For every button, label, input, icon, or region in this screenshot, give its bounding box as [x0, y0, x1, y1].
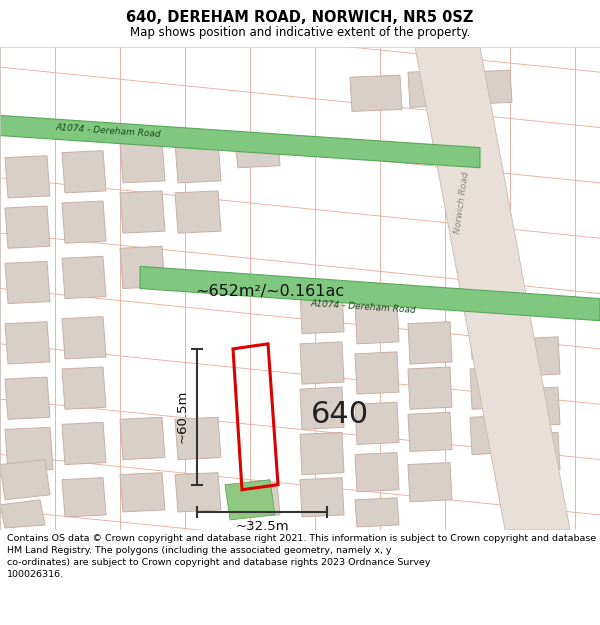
Polygon shape	[5, 261, 50, 304]
Polygon shape	[470, 415, 512, 454]
Polygon shape	[300, 291, 344, 334]
Polygon shape	[355, 352, 399, 394]
Polygon shape	[5, 206, 50, 248]
Text: Contains OS data © Crown copyright and database right 2021. This information is : Contains OS data © Crown copyright and d…	[7, 534, 600, 579]
Text: A1074 - Dereham Road: A1074 - Dereham Road	[310, 299, 416, 314]
Polygon shape	[300, 342, 344, 384]
Polygon shape	[62, 151, 106, 193]
Polygon shape	[225, 480, 275, 520]
Polygon shape	[470, 317, 512, 359]
Polygon shape	[62, 478, 106, 517]
Polygon shape	[470, 367, 512, 409]
Polygon shape	[175, 141, 221, 183]
Polygon shape	[120, 191, 165, 233]
Polygon shape	[520, 337, 560, 376]
Polygon shape	[62, 422, 106, 464]
Polygon shape	[408, 367, 452, 409]
Polygon shape	[120, 418, 165, 459]
Text: 640, DEREHAM ROAD, NORWICH, NR5 0SZ: 640, DEREHAM ROAD, NORWICH, NR5 0SZ	[127, 11, 473, 26]
Polygon shape	[62, 256, 106, 299]
Polygon shape	[408, 412, 452, 451]
Polygon shape	[175, 191, 221, 233]
Polygon shape	[235, 482, 280, 517]
Polygon shape	[350, 75, 402, 111]
Text: A1074 - Dereham Road: A1074 - Dereham Road	[55, 122, 161, 139]
Polygon shape	[355, 452, 399, 492]
Polygon shape	[355, 302, 399, 344]
Polygon shape	[300, 387, 344, 429]
Polygon shape	[355, 498, 399, 527]
Polygon shape	[300, 432, 344, 474]
Polygon shape	[520, 432, 560, 472]
Polygon shape	[62, 317, 106, 359]
Text: ~32.5m: ~32.5m	[235, 520, 289, 533]
Polygon shape	[415, 47, 570, 530]
Polygon shape	[520, 387, 560, 426]
Polygon shape	[465, 70, 512, 104]
Polygon shape	[408, 322, 452, 364]
Polygon shape	[62, 201, 106, 243]
Text: Norwich Road: Norwich Road	[453, 171, 471, 234]
Polygon shape	[120, 141, 165, 183]
Polygon shape	[0, 500, 45, 528]
Polygon shape	[408, 462, 452, 502]
Polygon shape	[0, 459, 50, 500]
Polygon shape	[120, 472, 165, 512]
Polygon shape	[62, 367, 106, 409]
Text: ~652m²/~0.161ac: ~652m²/~0.161ac	[196, 284, 344, 299]
Polygon shape	[175, 472, 221, 512]
Polygon shape	[5, 156, 50, 198]
Text: ~60.5m: ~60.5m	[176, 390, 189, 444]
Text: Map shows position and indicative extent of the property.: Map shows position and indicative extent…	[130, 26, 470, 39]
Polygon shape	[140, 266, 600, 321]
Polygon shape	[235, 141, 280, 168]
Polygon shape	[5, 377, 50, 419]
Polygon shape	[5, 322, 50, 364]
Polygon shape	[120, 246, 165, 289]
Text: 640: 640	[311, 400, 369, 429]
Polygon shape	[0, 116, 480, 168]
Polygon shape	[355, 402, 399, 444]
Polygon shape	[175, 418, 221, 459]
Polygon shape	[300, 478, 344, 517]
Polygon shape	[5, 428, 53, 472]
Polygon shape	[408, 70, 460, 108]
